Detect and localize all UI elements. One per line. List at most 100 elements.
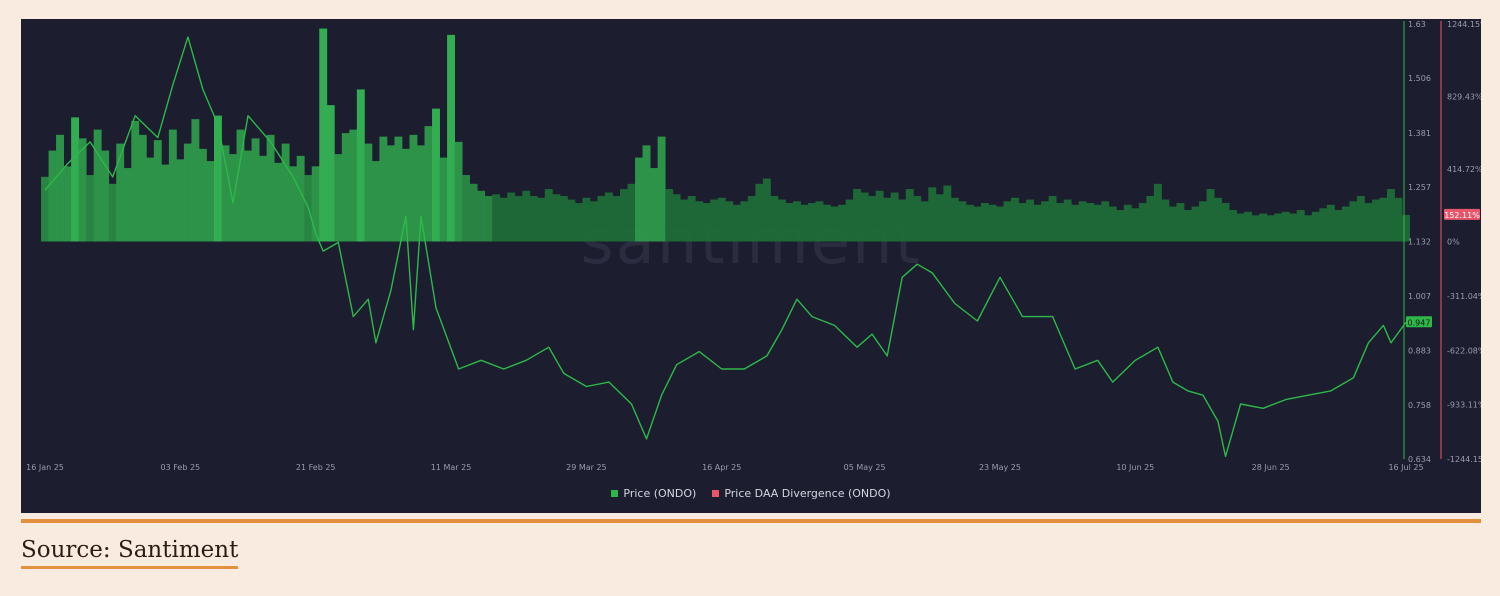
- divergence-bar: [552, 194, 561, 242]
- x-tick-label: 23 May 25: [979, 463, 1021, 472]
- x-tick-label: 05 May 25: [844, 463, 886, 472]
- divergence-bar: [755, 183, 764, 242]
- divergence-bar: [1402, 214, 1410, 242]
- divergence-bar: [672, 194, 681, 242]
- divergence-bar: [890, 192, 899, 242]
- divergence-bar: [477, 190, 486, 242]
- divergence-bar: [958, 201, 967, 242]
- divergence-bar: [319, 28, 328, 242]
- divergence-bar: [544, 189, 553, 242]
- divergence-bar: [1349, 201, 1358, 242]
- divergence-bar: [1387, 189, 1395, 242]
- divergence-bar: [1356, 196, 1365, 242]
- divergence-bar: [980, 203, 989, 242]
- divergence-bar: [48, 150, 57, 242]
- divergence-bar: [1161, 199, 1170, 242]
- divergence-bar: [702, 203, 711, 242]
- divergence-bar: [1033, 204, 1042, 242]
- price-tick-label: 1.506: [1408, 74, 1431, 83]
- divergence-bar: [665, 189, 674, 242]
- x-tick-label: 16 Jan 25: [26, 463, 64, 472]
- divergence-bar: [386, 145, 395, 242]
- divergence-bar: [725, 201, 734, 242]
- divergence-bar: [296, 155, 305, 242]
- last-price-badge-label: 0.947: [1408, 318, 1431, 327]
- x-tick-label: 03 Feb 25: [161, 463, 201, 472]
- x-axis-ticks: 16 Jan 25 03 Feb 25 21 Feb 25 11 Mar 25 29 M…: [26, 463, 1423, 472]
- divergence-bar: [356, 89, 365, 242]
- divergence-bar: [642, 145, 651, 242]
- divergence-bar: [168, 129, 177, 242]
- divergence-bar: [943, 185, 952, 242]
- divergence-bar: [823, 204, 831, 242]
- divergence-bar: [424, 126, 433, 242]
- last-price-badge: [1406, 316, 1432, 328]
- divergence-bar: [1063, 199, 1072, 242]
- divergence-bar: [853, 189, 862, 242]
- divergence-bar: [341, 133, 350, 242]
- divergence-bar: [920, 201, 929, 242]
- divergence-bar: [1304, 215, 1313, 242]
- legend-swatch-divergence: [712, 490, 720, 497]
- divergence-bar: [161, 164, 170, 242]
- last-divergence-badge-label: 152.11%: [1444, 211, 1480, 220]
- axes-layer: [1403, 21, 1442, 459]
- legend-label-divergence: Price DAA Divergence (ONDO): [724, 487, 891, 500]
- divergence-axis-ticks: 1244.15% 829.43% 414.72% 0% -311.04% -622.08%…: [1447, 20, 1481, 464]
- divergence-bar: [176, 159, 185, 242]
- divergence-bar: [1086, 203, 1095, 242]
- divergence-bar: [717, 197, 726, 242]
- divergence-bar: [236, 129, 245, 242]
- divergence-bar: [635, 157, 643, 242]
- divergence-bar: [1341, 206, 1350, 242]
- divergence-bar: [1221, 203, 1230, 242]
- divergence-bar: [447, 34, 455, 242]
- divergence-bar: [462, 175, 471, 242]
- divergence-bar: [1071, 204, 1080, 242]
- divergence-bar: [973, 206, 982, 242]
- divergence-bar: [1229, 210, 1238, 242]
- divergence-bar: [484, 196, 493, 242]
- divergence-bar: [1266, 215, 1275, 242]
- divergence-bar: [815, 201, 824, 242]
- divergence-bar: [394, 136, 403, 242]
- legend-item-price[interactable]: Price (ONDO): [611, 487, 696, 500]
- divergence-bar: [913, 196, 922, 242]
- divergence-bar: [1056, 203, 1065, 242]
- divergence-bar: [883, 197, 892, 242]
- divergence-bar: [1101, 201, 1110, 242]
- divergence-bar: [604, 192, 613, 242]
- divergence-bar: [800, 204, 809, 242]
- divergence-bar: [108, 183, 117, 242]
- divergence-bar: [229, 154, 237, 242]
- divergence-bar: [1108, 206, 1117, 242]
- divergence-bar: [364, 143, 373, 242]
- divergence-bar: [1078, 201, 1087, 242]
- legend-item-divergence[interactable]: Price DAA Divergence (ONDO): [712, 487, 891, 500]
- value-badges: 0.947 152.11%: [1406, 208, 1480, 328]
- divergence-bar: [792, 201, 801, 242]
- price-line: [44, 36, 1407, 458]
- price-line-layer: [44, 36, 1407, 458]
- divergence-bar: [868, 196, 877, 242]
- x-tick-label: 28 Jun 25: [1252, 463, 1290, 472]
- divergence-tick-label: 414.72%: [1447, 165, 1481, 174]
- divergence-bar: [1191, 206, 1200, 242]
- price-tick-label: 1.381: [1408, 129, 1431, 138]
- divergence-bar: [206, 161, 215, 242]
- divergence-bar: [762, 178, 771, 242]
- divergence-bar: [1146, 196, 1155, 242]
- divergence-tick-label: -933.11%: [1447, 401, 1481, 410]
- divergence-bar: [244, 150, 252, 242]
- divergence-bar: [131, 120, 140, 242]
- divergence-bar: [1041, 201, 1050, 242]
- x-tick-label: 29 Mar 25: [566, 463, 607, 472]
- divergence-bar: [123, 168, 132, 242]
- divergence-bar: [78, 138, 87, 242]
- legend-label-price: Price (ONDO): [623, 487, 697, 500]
- divergence-bar: [567, 199, 576, 242]
- divergence-bar: [522, 190, 531, 242]
- divergence-bar: [281, 143, 290, 242]
- x-tick-label: 11 Mar 25: [431, 463, 472, 472]
- divergence-bar: [146, 157, 155, 242]
